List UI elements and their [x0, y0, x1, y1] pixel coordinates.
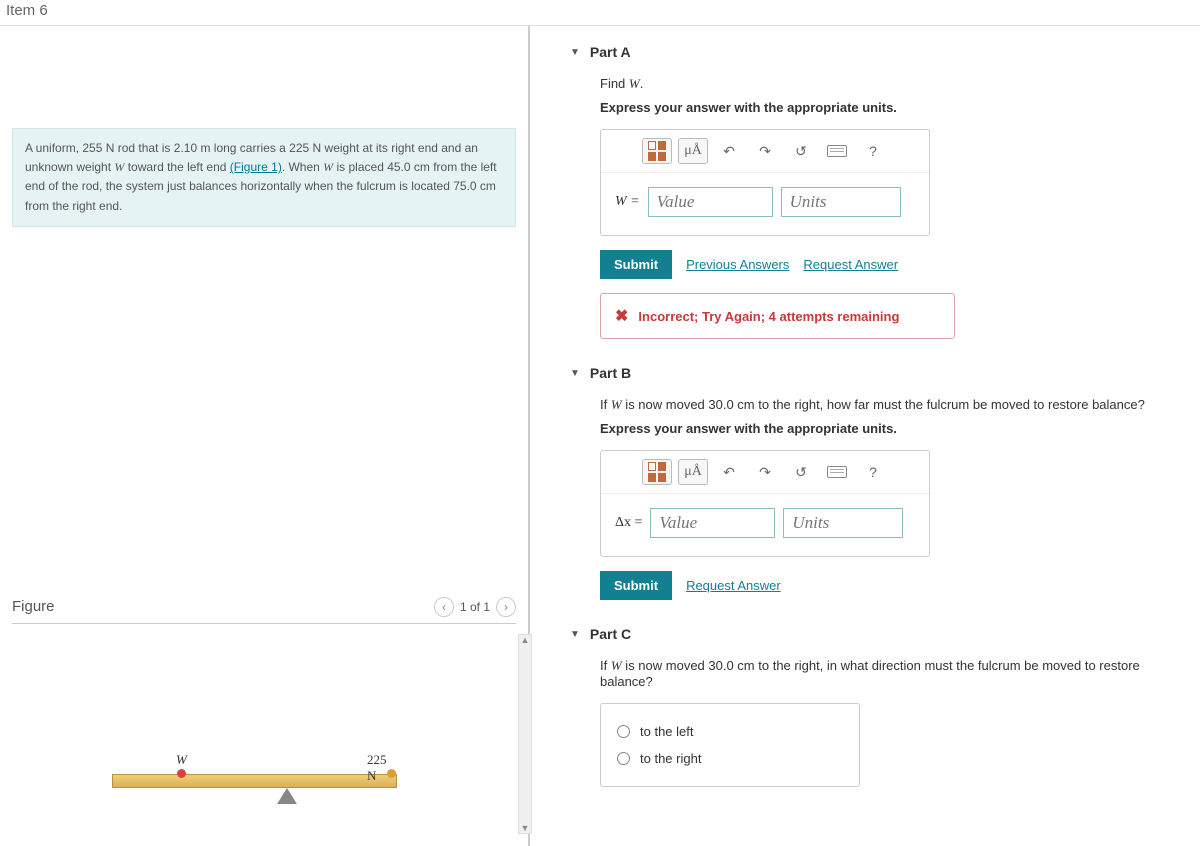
figure-count: 1 of 1 — [460, 600, 490, 614]
figure-link[interactable]: (Figure 1) — [230, 160, 282, 174]
part-a-feedback: ✖ Incorrect; Try Again; 4 attempts remai… — [600, 293, 955, 339]
help-button[interactable]: ? — [858, 138, 888, 164]
part-c-title: Part C — [590, 626, 631, 642]
keyboard-button[interactable] — [822, 459, 852, 485]
templates-button[interactable] — [642, 138, 672, 164]
figure-divider — [12, 623, 516, 624]
part-b-toolbar: μÅ ↶ ↷ ↺ ? — [601, 451, 929, 494]
part-a-value-input[interactable] — [648, 187, 773, 217]
undo-button[interactable]: ↶ — [714, 459, 744, 485]
scroll-up-icon[interactable]: ▲ — [521, 635, 530, 645]
help-button[interactable]: ? — [858, 459, 888, 485]
part-c-header[interactable]: Part C — [570, 620, 1188, 648]
weight-w-dot — [177, 769, 186, 778]
part-b-units-input[interactable] — [783, 508, 903, 538]
reset-button[interactable]: ↺ — [786, 138, 816, 164]
item-title: Item 6 — [6, 2, 48, 19]
part-b-question: If W is now moved 30.0 cm to the right, … — [600, 397, 1188, 413]
weight-w-label: W — [176, 752, 187, 768]
undo-button[interactable]: ↶ — [714, 138, 744, 164]
figure-next-button[interactable]: › — [496, 597, 516, 617]
figure-prev-button[interactable]: ‹ — [434, 597, 454, 617]
part-b-instruction: Express your answer with the appropriate… — [600, 421, 1188, 436]
radio-left[interactable] — [617, 725, 630, 738]
figure-label: Figure — [12, 598, 55, 615]
choice-right[interactable]: to the right — [617, 745, 843, 772]
feedback-text: Incorrect; Try Again; 4 attempts remaini… — [638, 309, 899, 324]
right-column: Part A Find W. Express your answer with … — [530, 26, 1200, 846]
figure-scrollbar[interactable]: ▲ ▼ — [518, 634, 532, 834]
scroll-down-icon[interactable]: ▼ — [521, 823, 530, 833]
incorrect-icon: ✖ — [615, 306, 628, 326]
part-c-question: If W is now moved 30.0 cm to the right, … — [600, 658, 1188, 689]
symbols-button[interactable]: μÅ — [678, 459, 708, 485]
part-a-request-answer-link[interactable]: Request Answer — [803, 257, 898, 272]
left-column: A uniform, 255 N rod that is 2.10 m long… — [0, 26, 530, 846]
figure-canvas: ▲ ▼ W 225 N — [12, 634, 516, 834]
part-a-units-input[interactable] — [781, 187, 901, 217]
keyboard-icon — [827, 145, 847, 157]
part-a-title: Part A — [590, 44, 631, 60]
choice-left[interactable]: to the left — [617, 718, 843, 745]
part-a-submit-row: Submit Previous Answers Request Answer — [600, 250, 1188, 279]
part-b-input-panel: μÅ ↶ ↷ ↺ ? Δx = — [600, 450, 930, 557]
part-a-question: Find W. — [600, 76, 1188, 92]
main-layout: A uniform, 255 N rod that is 2.10 m long… — [0, 26, 1200, 846]
rod-bar — [112, 774, 397, 788]
part-b-submit-button[interactable]: Submit — [600, 571, 672, 600]
figure-nav: ‹ 1 of 1 › — [434, 597, 516, 617]
templates-button[interactable] — [642, 459, 672, 485]
part-b-var-label: Δx = — [615, 515, 642, 531]
redo-button[interactable]: ↷ — [750, 138, 780, 164]
part-b-input-row: Δx = — [601, 494, 929, 556]
weight-right-label: 225 N — [367, 752, 397, 784]
part-a-instruction: Express your answer with the appropriate… — [600, 100, 1188, 115]
part-a-toolbar: μÅ ↶ ↷ ↺ ? — [601, 130, 929, 173]
fulcrum-icon — [277, 788, 297, 804]
part-a-input-panel: μÅ ↶ ↷ ↺ ? W = — [600, 129, 930, 236]
part-b-body: If W is now moved 30.0 cm to the right, … — [570, 387, 1188, 620]
part-c-body: If W is now moved 30.0 cm to the right, … — [570, 648, 1188, 807]
page-header: Item 6 — [0, 0, 1200, 26]
redo-button[interactable]: ↷ — [750, 459, 780, 485]
radio-right[interactable] — [617, 752, 630, 765]
part-a-submit-button[interactable]: Submit — [600, 250, 672, 279]
templates-icon — [648, 462, 666, 482]
part-b-header[interactable]: Part B — [570, 359, 1188, 387]
figure-header: Figure ‹ 1 of 1 › — [12, 597, 516, 617]
part-a-var-label: W = — [615, 194, 640, 210]
part-b-title: Part B — [590, 365, 631, 381]
part-b-submit-row: Submit Request Answer — [600, 571, 1188, 600]
part-a-previous-answers-link[interactable]: Previous Answers — [686, 257, 789, 272]
part-b-value-input[interactable] — [650, 508, 775, 538]
part-c-choices: to the left to the right — [600, 703, 860, 787]
symbols-button[interactable]: μÅ — [678, 138, 708, 164]
problem-statement: A uniform, 255 N rod that is 2.10 m long… — [12, 128, 516, 227]
part-a-header[interactable]: Part A — [570, 38, 1188, 66]
part-b-request-answer-link[interactable]: Request Answer — [686, 578, 781, 593]
reset-button[interactable]: ↺ — [786, 459, 816, 485]
weight-right-dot — [387, 769, 396, 778]
part-a-input-row: W = — [601, 173, 929, 235]
keyboard-icon — [827, 466, 847, 478]
keyboard-button[interactable] — [822, 138, 852, 164]
choice-left-label: to the left — [640, 724, 693, 739]
part-a-body: Find W. Express your answer with the app… — [570, 66, 1188, 359]
rod-diagram: W 225 N — [112, 774, 397, 788]
templates-icon — [648, 141, 666, 161]
choice-right-label: to the right — [640, 751, 701, 766]
